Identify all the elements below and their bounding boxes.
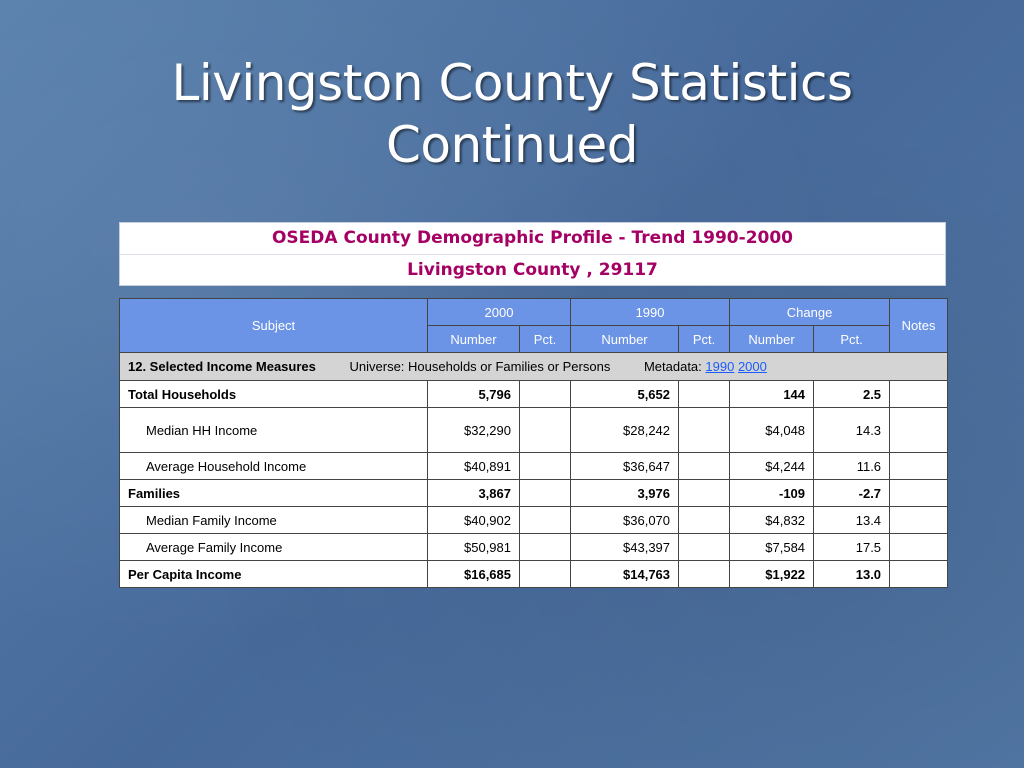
pct-change: 14.3 <box>813 407 891 453</box>
value-2000: $40,891 <box>427 452 520 480</box>
pct-2000 <box>518 560 572 588</box>
pct-2000 <box>518 533 572 561</box>
section-row: 12. Selected Income Measures Universe: H… <box>118 352 949 381</box>
pct-2000 <box>518 380 572 408</box>
subheader-change-pct: Pct. <box>813 325 891 353</box>
table-row: Median Family Income $40,902 $36,070 $4,… <box>119 506 949 534</box>
subheader-1990-number: Number <box>570 325 680 353</box>
profile-header-county: Livingston County , 29117 <box>407 260 658 280</box>
value-1990: $28,242 <box>570 407 680 453</box>
pct-1990 <box>678 506 731 534</box>
profile-header-title: OSEDA County Demographic Profile - Trend… <box>120 223 945 255</box>
row-label: Median Family Income <box>119 506 428 534</box>
column-header-change: Change <box>729 298 891 326</box>
subheader-2000-pct: Pct. <box>518 325 572 353</box>
notes-cell <box>889 560 949 588</box>
value-change: 144 <box>729 380 815 408</box>
value-change: -109 <box>729 479 815 507</box>
pct-change: 13.4 <box>813 506 891 534</box>
pct-2000 <box>518 479 572 507</box>
slide-title-line-2: Continued <box>385 116 639 174</box>
row-label: Average Family Income <box>119 533 428 561</box>
metadata-link-1990[interactable]: 1990 <box>705 359 735 374</box>
profile-header-box: OSEDA County Demographic Profile - Trend… <box>119 222 946 286</box>
subheader-change-number: Number <box>729 325 815 353</box>
value-2000: $50,981 <box>427 533 520 561</box>
value-change: $1,922 <box>729 560 815 588</box>
value-2000: 3,867 <box>427 479 520 507</box>
pct-change: 13.0 <box>813 560 891 588</box>
notes-cell <box>889 407 949 453</box>
table-row: Families 3,867 3,976 -109 -2.7 <box>119 479 949 507</box>
column-header-notes: Notes <box>889 298 949 353</box>
value-2000: $40,902 <box>427 506 520 534</box>
pct-1990 <box>678 407 731 453</box>
value-1990: 3,976 <box>570 479 680 507</box>
row-label: Total Households <box>119 380 428 408</box>
pct-1990 <box>678 533 731 561</box>
row-label: Average Household Income <box>119 452 428 480</box>
row-label: Families <box>119 479 428 507</box>
slide-title: Livingston County Statistics Continued <box>0 52 1024 176</box>
value-1990: $43,397 <box>570 533 680 561</box>
pct-2000 <box>518 407 572 453</box>
value-2000: $32,290 <box>427 407 520 453</box>
table-row: Average Family Income $50,981 $43,397 $7… <box>119 533 949 561</box>
column-header-1990: 1990 <box>570 298 731 326</box>
pct-change: 2.5 <box>813 380 891 408</box>
metadata-link-2000[interactable]: 2000 <box>737 359 767 374</box>
value-2000: $16,685 <box>427 560 520 588</box>
value-2000: 5,796 <box>427 380 520 408</box>
notes-cell <box>889 506 949 534</box>
value-change: $4,048 <box>729 407 815 453</box>
value-1990: $36,070 <box>570 506 680 534</box>
table-row: Total Households 5,796 5,652 144 2.5 <box>119 380 949 408</box>
value-change: $4,832 <box>729 506 815 534</box>
notes-cell <box>889 533 949 561</box>
pct-1990 <box>678 380 731 408</box>
table-row: Median HH Income $32,290 $28,242 $4,048 … <box>119 407 949 453</box>
row-label: Median HH Income <box>119 407 428 453</box>
pct-2000 <box>518 452 572 480</box>
notes-cell <box>889 380 949 408</box>
pct-2000 <box>518 506 572 534</box>
pct-change: -2.7 <box>813 479 891 507</box>
pct-1990 <box>678 452 731 480</box>
subheader-2000-number: Number <box>427 325 520 353</box>
table-row: Average Household Income $40,891 $36,647… <box>119 452 949 480</box>
value-change: $7,584 <box>729 533 815 561</box>
notes-cell <box>889 479 949 507</box>
income-stats-table: Subject 2000 1990 Change Notes Number Pc… <box>118 298 949 588</box>
row-label: Per Capita Income <box>119 560 428 588</box>
pct-change: 17.5 <box>813 533 891 561</box>
pct-change: 11.6 <box>813 452 891 480</box>
section-title: 12. Selected Income Measures <box>128 359 316 374</box>
metadata-label: Metadata: <box>643 359 702 374</box>
slide-title-line-1: Livingston County Statistics <box>171 54 853 112</box>
section-universe: Universe: Households or Families or Pers… <box>349 359 611 374</box>
value-1990: 5,652 <box>570 380 680 408</box>
table-row: Per Capita Income $16,685 $14,763 $1,922… <box>119 560 949 588</box>
notes-cell <box>889 452 949 480</box>
pct-1990 <box>678 560 731 588</box>
subheader-1990-pct: Pct. <box>678 325 731 353</box>
column-header-2000: 2000 <box>426 298 572 326</box>
column-header-subject: Subject <box>119 298 428 353</box>
value-1990: $36,647 <box>570 452 680 480</box>
value-change: $4,244 <box>729 452 815 480</box>
value-1990: $14,763 <box>570 560 680 588</box>
pct-1990 <box>678 479 731 507</box>
